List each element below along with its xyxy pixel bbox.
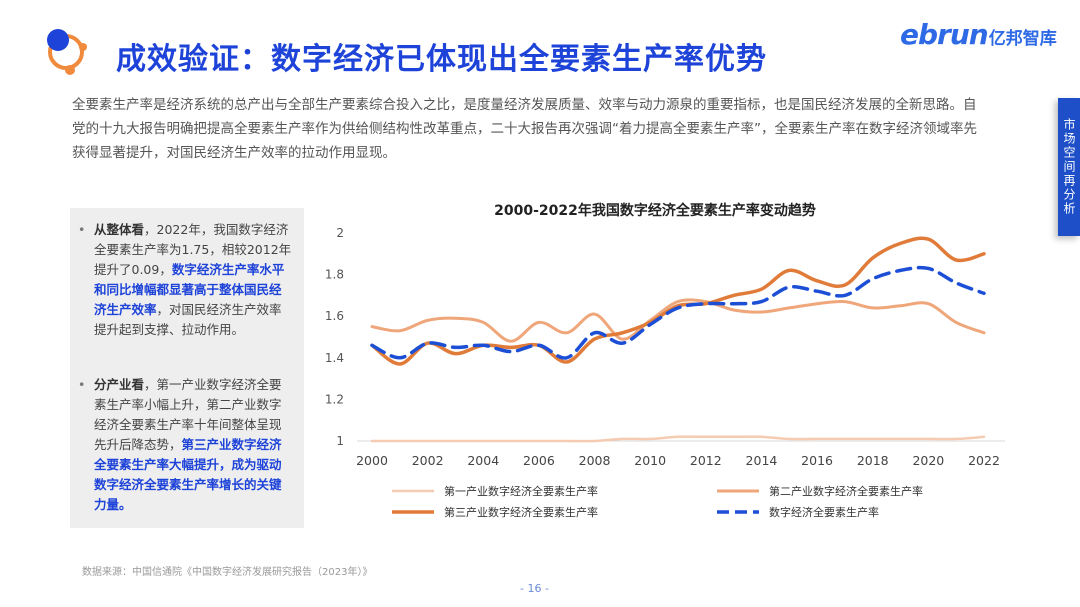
x-tick-label: 2004 bbox=[467, 453, 499, 468]
x-tick-label: 2020 bbox=[912, 453, 944, 468]
bullet-text: 从整体看，2022年，我国数字经济全要素生产率为1.75，相较2012年提升了0… bbox=[94, 220, 292, 340]
y-tick-label: 2 bbox=[336, 226, 344, 240]
series-line-digital-economy bbox=[370, 265, 986, 360]
series-line-primary-industry bbox=[370, 435, 986, 443]
brand-logo: ebrun亿邦智库 bbox=[900, 18, 1057, 51]
y-tick-label: 1.6 bbox=[325, 309, 344, 323]
x-tick-label: 2008 bbox=[579, 453, 611, 468]
page-number: - 16 - bbox=[520, 582, 549, 595]
x-tick-label: 2012 bbox=[690, 453, 722, 468]
data-source-note: 数据来源：中国信通院《中国数字经济发展研究报告（2023年）》 bbox=[82, 567, 373, 578]
y-tick-label: 1.2 bbox=[325, 392, 344, 406]
series-line-secondary-industry bbox=[370, 298, 986, 343]
legend-label: 数字经济全要素生产率 bbox=[769, 505, 879, 519]
x-tick-label: 2016 bbox=[801, 453, 833, 468]
bullet-dot-icon: • bbox=[78, 222, 86, 237]
insight-panel: • 从整体看，2022年，我国数字经济全要素生产率为1.75，相较2012年提升… bbox=[70, 208, 304, 528]
brand-logo-en: ebrun bbox=[900, 18, 989, 51]
bullet-body: ，2022年，我国数字经济全要素生产率为1.75，相较2012年提升了0.09， bbox=[94, 222, 292, 277]
report-logo-icon bbox=[47, 29, 87, 75]
section-side-tab[interactable]: 市场空间再分析 bbox=[1058, 98, 1080, 236]
x-tick-label: 2010 bbox=[634, 453, 666, 468]
legend-label: 第一产业数字经济全要素生产率 bbox=[444, 484, 598, 498]
bullet-body: ，第一产业数字经济全要素生产率小幅上升，第二产业数字经济全要素生产率十年间整体呈… bbox=[94, 377, 282, 452]
brand-logo-cn: 亿邦智库 bbox=[988, 29, 1057, 49]
insight-bullet-overall: • 从整体看，2022年，我国数字经济全要素生产率为1.75，相较2012年提升… bbox=[78, 220, 292, 340]
legend-label: 第二产业数字经济全要素生产率 bbox=[769, 484, 923, 498]
x-tick-label: 2000 bbox=[356, 453, 388, 468]
x-tick-label: 2014 bbox=[746, 453, 778, 468]
legend-label: 第三产业数字经济全要素生产率 bbox=[444, 505, 598, 519]
intro-paragraph: 全要素生产率是经济系统的总产出与全部生产要素综合投入之比，是度量经济发展质量、效… bbox=[72, 97, 977, 161]
x-tick-label: 2006 bbox=[523, 453, 555, 468]
insight-bullet-industry: • 分产业看，第一产业数字经济全要素生产率小幅上升，第二产业数字经济全要素生产率… bbox=[78, 375, 292, 515]
bullet-body-end: ，对国民经济生产效率提升起到支撑、拉动作用。 bbox=[94, 302, 282, 337]
y-tick-label: 1.8 bbox=[325, 268, 344, 282]
series-line-tertiary-industry bbox=[370, 236, 986, 366]
chart-title: 2000-2022年我国数字经济全要素生产率变动趋势 bbox=[494, 202, 816, 219]
bullet-lead: 分产业看 bbox=[94, 377, 145, 392]
tfp-line-chart: 2000-2022年我国数字经济全要素生产率变动趋势 1 1.2 1.4 1.6 1.8… bbox=[325, 202, 1005, 519]
y-tick-label: 1 bbox=[336, 434, 344, 448]
x-tick-label: 2002 bbox=[412, 453, 444, 468]
bullet-lead: 从整体看 bbox=[94, 222, 145, 237]
x-tick-label: 2018 bbox=[857, 453, 889, 468]
x-tick-label: 2022 bbox=[968, 453, 1000, 468]
bullet-highlight: 数字经济生产率水平和同比增幅都显著高于整体国民经济生产效率 bbox=[94, 262, 285, 317]
y-tick-label: 1.4 bbox=[325, 351, 344, 365]
bullet-highlight: 第三产业数字经济全要素生产率大幅提升，成为驱动数字经济全要素生产率增长的关键力量… bbox=[94, 437, 282, 512]
page-title: 成效验证：数字经济已体现出全要素生产率优势 bbox=[116, 42, 767, 77]
bullet-dot-icon: • bbox=[78, 377, 86, 392]
bullet-text: 分产业看，第一产业数字经济全要素生产率小幅上升，第二产业数字经济全要素生产率十年… bbox=[94, 375, 292, 515]
